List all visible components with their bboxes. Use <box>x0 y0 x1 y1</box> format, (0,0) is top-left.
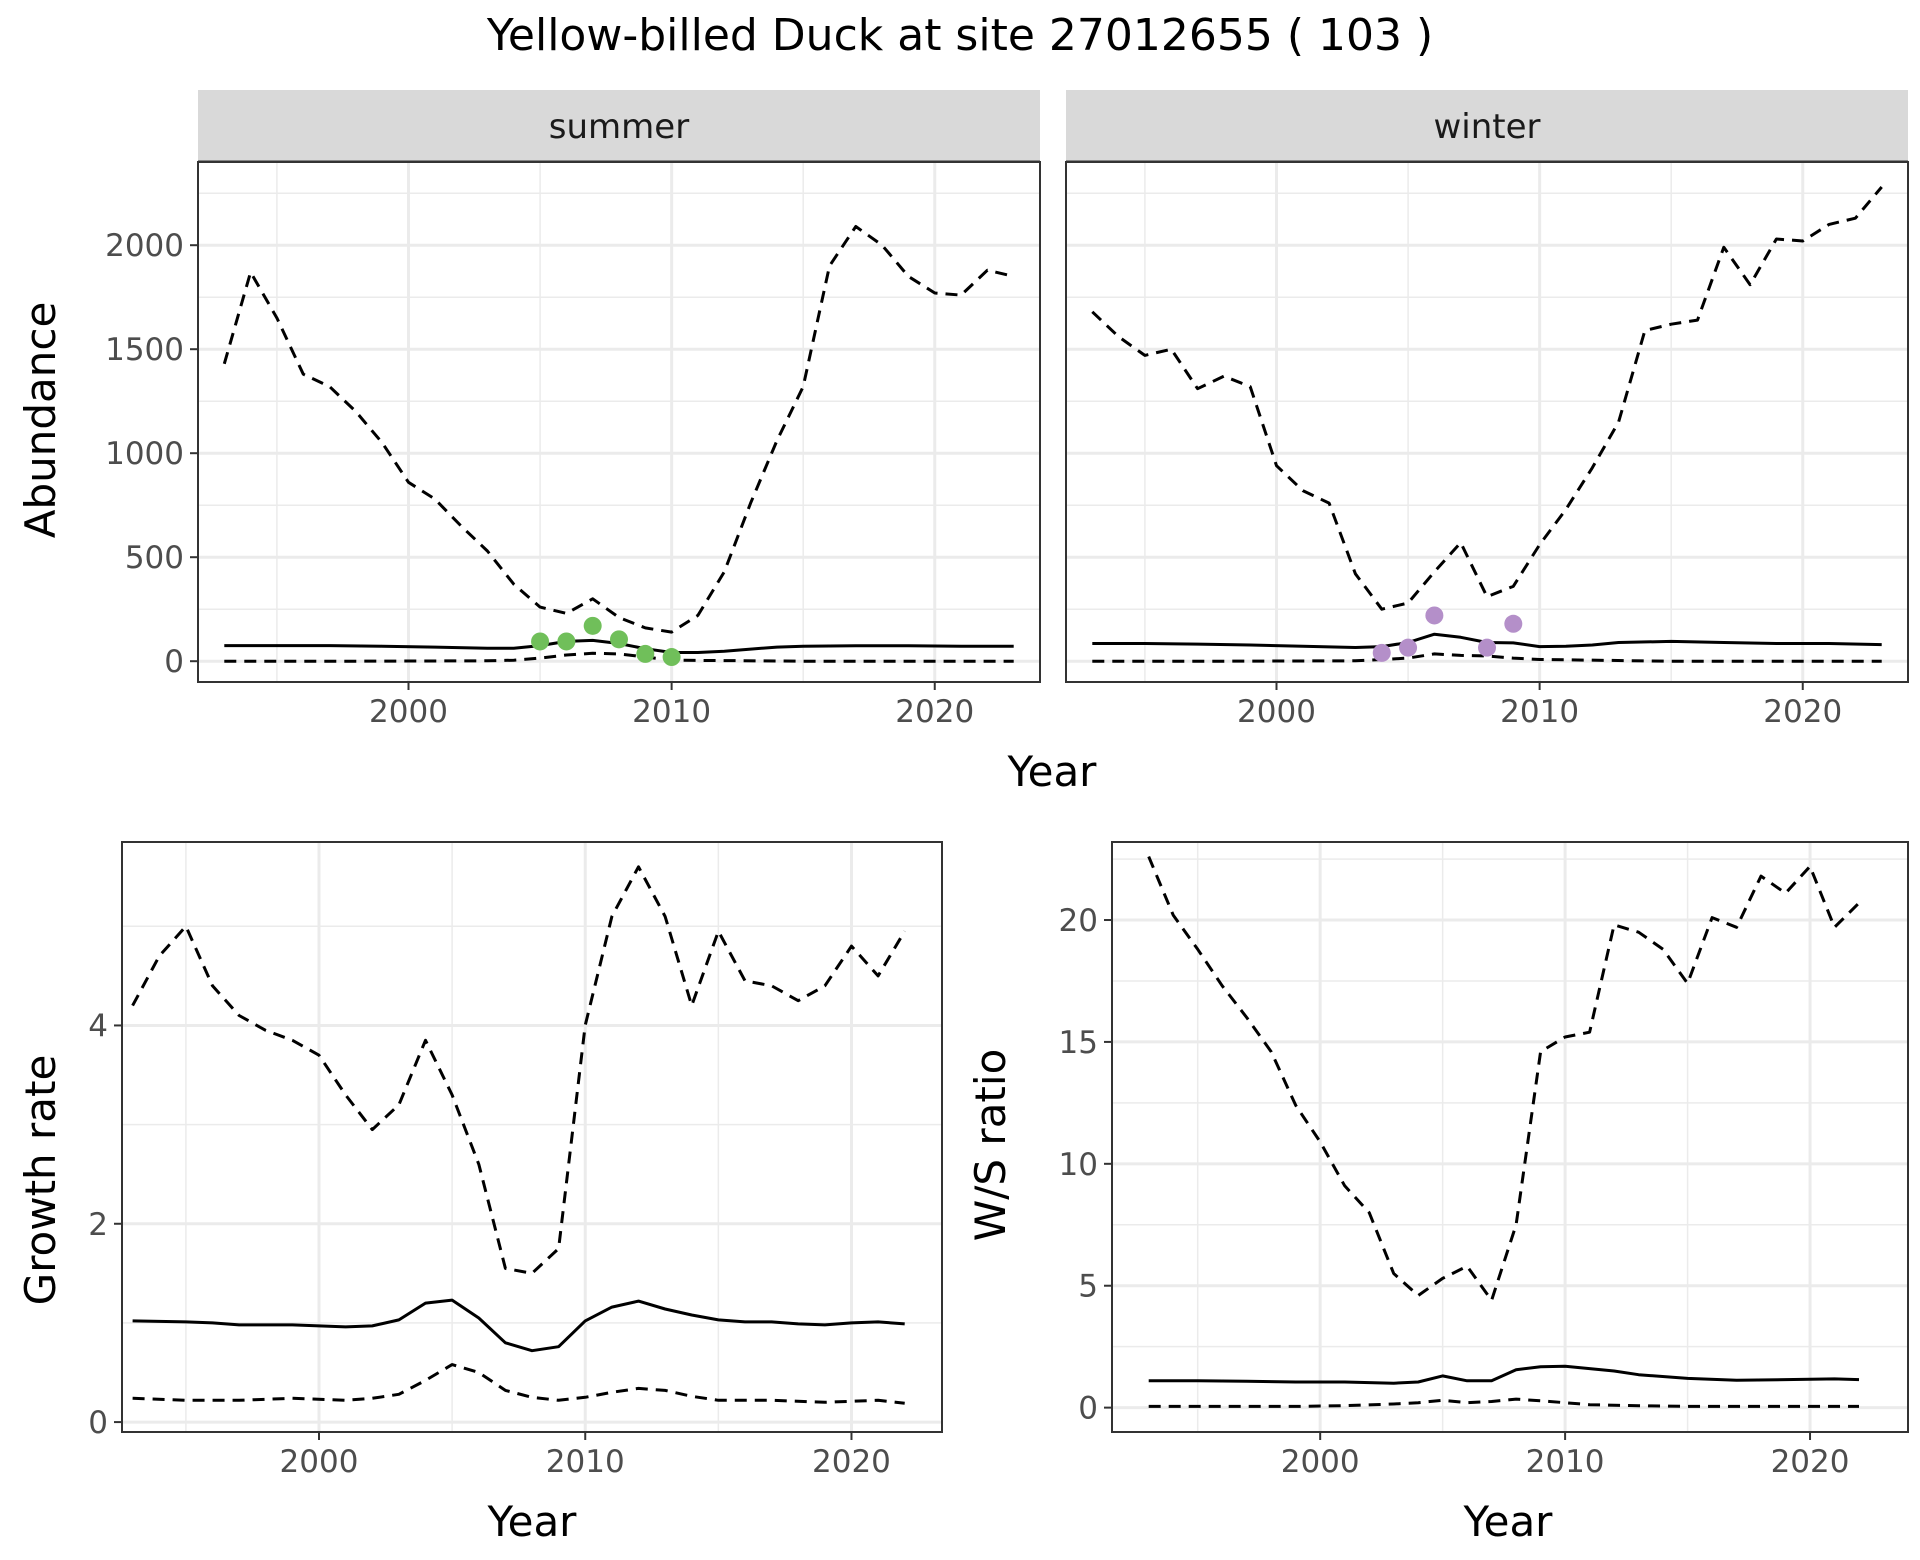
y-tick-label: 10 <box>1059 1147 1098 1183</box>
series-line-lower <box>1148 1397 1859 1408</box>
y-tick-label: 5 <box>1078 1269 1098 1305</box>
x-tick-label: 2000 <box>369 694 448 730</box>
x-tick-label: 2020 <box>1763 694 1842 730</box>
plot-background <box>1112 842 1908 1432</box>
panel-border <box>121 841 943 1433</box>
y-tick-label: 2000 <box>105 228 184 264</box>
panel-border <box>1065 161 1909 683</box>
y-tick-label: 1000 <box>105 436 184 472</box>
data-point <box>1372 643 1391 662</box>
x-tick-label: 2010 <box>1526 1444 1605 1480</box>
series-line-lower <box>132 1363 905 1405</box>
panel-ws-ratio: 2000 2010 2020 0 5 10 15 20 <box>1059 841 1909 1480</box>
strip-summer-label: summer <box>549 107 689 147</box>
growth-rate-y-axis-title: Growth rate <box>16 1055 65 1306</box>
panel-abundance-summer: 2000 2010 2020 0 500 1000 1500 2000 <box>105 161 1041 730</box>
data-point <box>1399 638 1418 657</box>
y-tick-label: 15 <box>1059 1025 1098 1061</box>
strip-summer-background <box>198 90 1040 162</box>
x-tick-label: 2020 <box>895 694 974 730</box>
y-tick-label: 0 <box>164 644 184 680</box>
data-point <box>662 648 681 667</box>
x-tick-label: 2020 <box>1771 1444 1850 1480</box>
ws-ratio-y-axis-title: W/S ratio <box>966 1049 1015 1242</box>
data-point <box>583 616 602 635</box>
series-line-lower <box>1092 652 1882 663</box>
y-tick-label: 20 <box>1059 903 1098 939</box>
growth-rate-x-axis-title: Year <box>487 1497 578 1546</box>
y-tick-label: 4 <box>88 1008 108 1044</box>
abundance-x-axis-title: Year <box>1007 747 1098 796</box>
plot-background <box>122 842 942 1432</box>
series-line-upper <box>131 865 906 1275</box>
y-tick-label: 500 <box>125 540 184 576</box>
x-tick-label: 2010 <box>1500 694 1579 730</box>
x-tick-label: 2010 <box>546 1444 625 1480</box>
x-tick-label: 2000 <box>1281 1444 1360 1480</box>
series-line-estimate <box>1148 1364 1860 1385</box>
figure-title: Yellow-billed Duck at site 27012655 ( 10… <box>486 10 1433 61</box>
ws-ratio-x-axis-title: Year <box>1463 1497 1554 1546</box>
plot-background <box>1066 162 1908 682</box>
x-tick-label: 2010 <box>632 694 711 730</box>
panel-border <box>1111 841 1909 1433</box>
series-line-lower <box>224 651 1014 663</box>
data-point <box>531 632 550 651</box>
data-point <box>557 632 576 651</box>
x-tick-label: 2000 <box>280 1444 359 1480</box>
data-point <box>1478 638 1496 657</box>
strip-winter-background <box>1066 90 1908 162</box>
series-line-upper <box>1091 186 1883 611</box>
panel-border <box>197 161 1041 683</box>
x-tick-label: 2020 <box>812 1444 891 1480</box>
data-point <box>610 630 628 649</box>
abundance-y-axis-title: Abundance <box>16 302 65 539</box>
series-line-upper <box>1147 856 1861 1302</box>
data-point <box>1504 614 1523 633</box>
data-point <box>636 644 655 663</box>
y-tick-label: 0 <box>88 1405 108 1441</box>
plot-background <box>198 162 1040 682</box>
y-tick-label: 1500 <box>105 332 184 368</box>
series-line-estimate <box>132 1298 905 1353</box>
x-tick-label: 2000 <box>1237 694 1316 730</box>
panel-growth-rate: 2000 2010 2020 0 2 4 <box>88 841 943 1480</box>
y-tick-label: 2 <box>88 1207 108 1243</box>
panel-abundance-winter: 2000 2010 2020 <box>1065 161 1909 730</box>
data-point <box>1425 606 1444 625</box>
y-tick-label: 0 <box>1078 1391 1098 1427</box>
strip-winter-label: winter <box>1433 107 1540 147</box>
series-line-estimate <box>224 638 1014 654</box>
